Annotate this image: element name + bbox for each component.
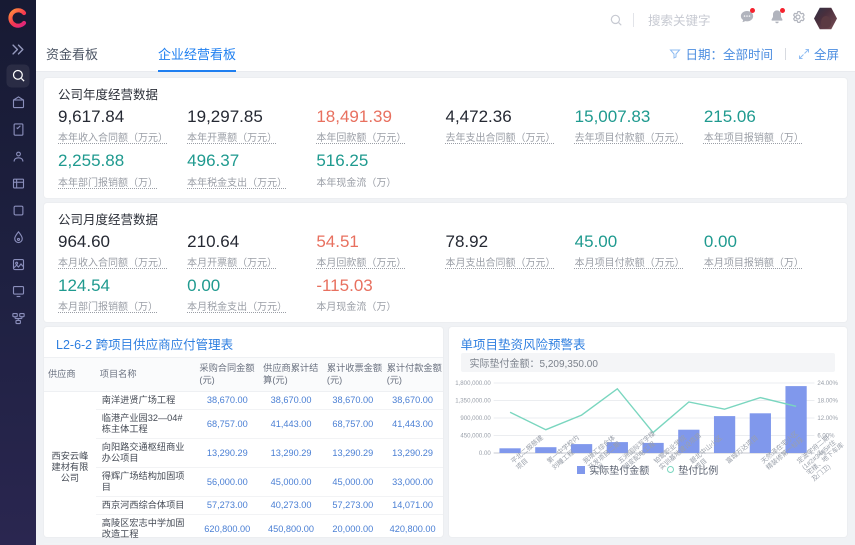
svg-text:18.00%: 18.00% bbox=[817, 397, 838, 404]
svg-text:12.00%: 12.00% bbox=[817, 415, 838, 422]
svg-text:900,000.00: 900,000.00 bbox=[460, 415, 491, 422]
svg-text:24.00%: 24.00% bbox=[817, 380, 838, 387]
svg-text:450,000.00: 450,000.00 bbox=[460, 432, 491, 439]
svg-text:1,800,000.00: 1,800,000.00 bbox=[455, 380, 491, 387]
svg-text:0.00: 0.00 bbox=[478, 450, 490, 457]
svg-text:1,350,000.00: 1,350,000.00 bbox=[455, 397, 491, 404]
svg-text:0%: 0% bbox=[817, 450, 826, 457]
svg-text:6.00%: 6.00% bbox=[817, 432, 835, 439]
